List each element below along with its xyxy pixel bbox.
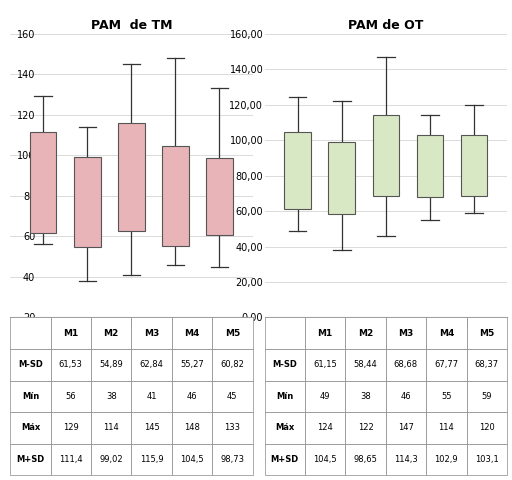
Bar [373, 115, 399, 196]
Bar [461, 134, 487, 196]
Title: PAM  de TM: PAM de TM [91, 19, 172, 33]
Title: PAM de OT: PAM de OT [348, 19, 423, 33]
Bar [74, 157, 100, 247]
Bar [206, 158, 232, 235]
Bar [118, 123, 144, 230]
Bar [329, 143, 355, 214]
Bar [417, 135, 443, 197]
Bar [30, 132, 56, 233]
Bar [285, 132, 311, 209]
Bar [162, 146, 188, 246]
